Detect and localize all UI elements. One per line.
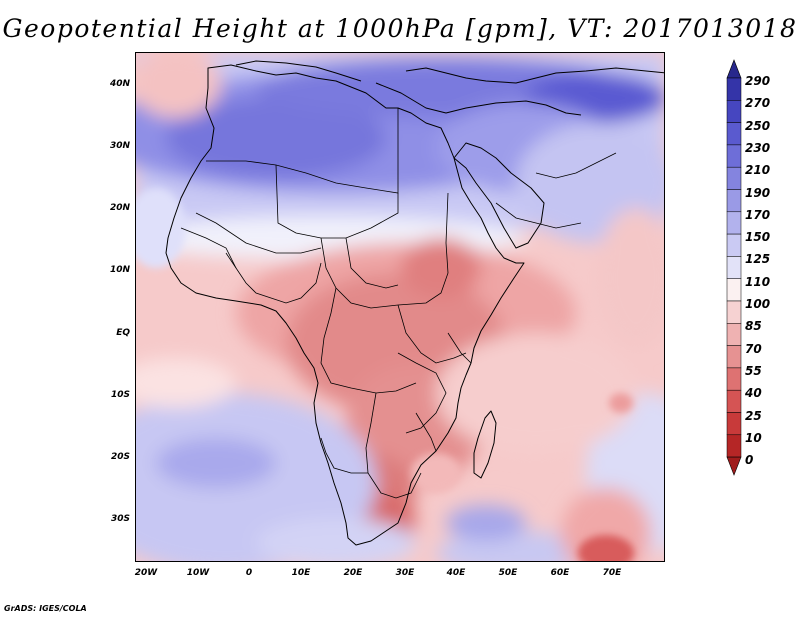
colorbar-swatch [726, 323, 742, 346]
field-detail [136, 188, 634, 561]
colorbar-label: 110 [745, 274, 771, 289]
credit-text: GrADS: IGES/COLA [4, 604, 87, 613]
colorbar-swatch [726, 389, 742, 413]
colorbar-swatch [726, 189, 742, 213]
map-panel [135, 52, 665, 562]
colorbar-label: 0 [745, 453, 754, 468]
lon-label: 50E [498, 568, 518, 578]
lon-label: 40E [446, 568, 466, 578]
colorbar-swatch [726, 256, 742, 279]
colorbar-swatch [726, 77, 742, 101]
lat-label: 20N [109, 203, 130, 213]
lat-label: 40N [109, 79, 130, 89]
colorbar-swatch [726, 345, 742, 369]
colorbar-label: 55 [745, 363, 762, 378]
lon-label: 30E [395, 568, 415, 578]
colorbar-label: 270 [745, 96, 771, 111]
lat-label: EQ [116, 328, 130, 338]
lon-label: 20E [343, 568, 363, 578]
colorbar-label: 25 [745, 408, 762, 423]
colorbar-label: 290 [745, 74, 771, 88]
colorbar-label: 170 [745, 207, 771, 222]
colorbar-swatch [726, 278, 742, 302]
map-title: Geopotential Height at 1000hPa [gpm], VT… [2, 14, 798, 43]
colorbar-top-arrow [726, 59, 742, 79]
colorbar-swatch [726, 211, 742, 235]
lon-label: 0 [245, 568, 253, 578]
geopotential-field [136, 53, 664, 561]
field-shading [136, 53, 664, 561]
lat-label: 20S [110, 452, 130, 462]
colorbar-swatch [726, 122, 742, 146]
lat-label: 30S [110, 514, 130, 524]
lat-label: 10N [109, 265, 130, 275]
lat-label: 10S [110, 390, 130, 400]
lon-label: 60E [550, 568, 570, 578]
lat-label: 30N [109, 141, 130, 151]
colorbar-swatch [726, 367, 742, 391]
colorbar-label: 125 [745, 252, 771, 267]
colorbar-swatch [726, 412, 742, 436]
colorbar-label: 85 [745, 319, 762, 334]
lon-label: 20W [134, 568, 158, 578]
colorbar-label: 40 [745, 386, 762, 401]
colorbar-swatch [726, 434, 742, 458]
colorbar-label: 190 [745, 185, 771, 200]
colorbar-label: 150 [745, 230, 771, 245]
colorbar-label: 210 [745, 163, 771, 178]
lon-label: 70E [602, 568, 622, 578]
colorbar-label: 250 [745, 118, 771, 133]
lon-label: 10E [291, 568, 311, 578]
colorbar-swatch [726, 100, 742, 123]
colorbar-swatch [726, 144, 742, 168]
colorbar-label: 230 [745, 140, 771, 155]
colorbar-label: 70 [745, 341, 762, 356]
lon-label: 10W [186, 568, 210, 578]
coastlines [165, 60, 664, 546]
colorbar-bottom-arrow [726, 456, 742, 476]
colorbar-swatch [726, 233, 742, 257]
country-borders [180, 108, 617, 499]
colorbar-swatch [726, 166, 742, 190]
colorbar-label: 10 [745, 430, 762, 445]
colorbar-label: 100 [745, 297, 771, 311]
colorbar-swatch [726, 300, 742, 324]
